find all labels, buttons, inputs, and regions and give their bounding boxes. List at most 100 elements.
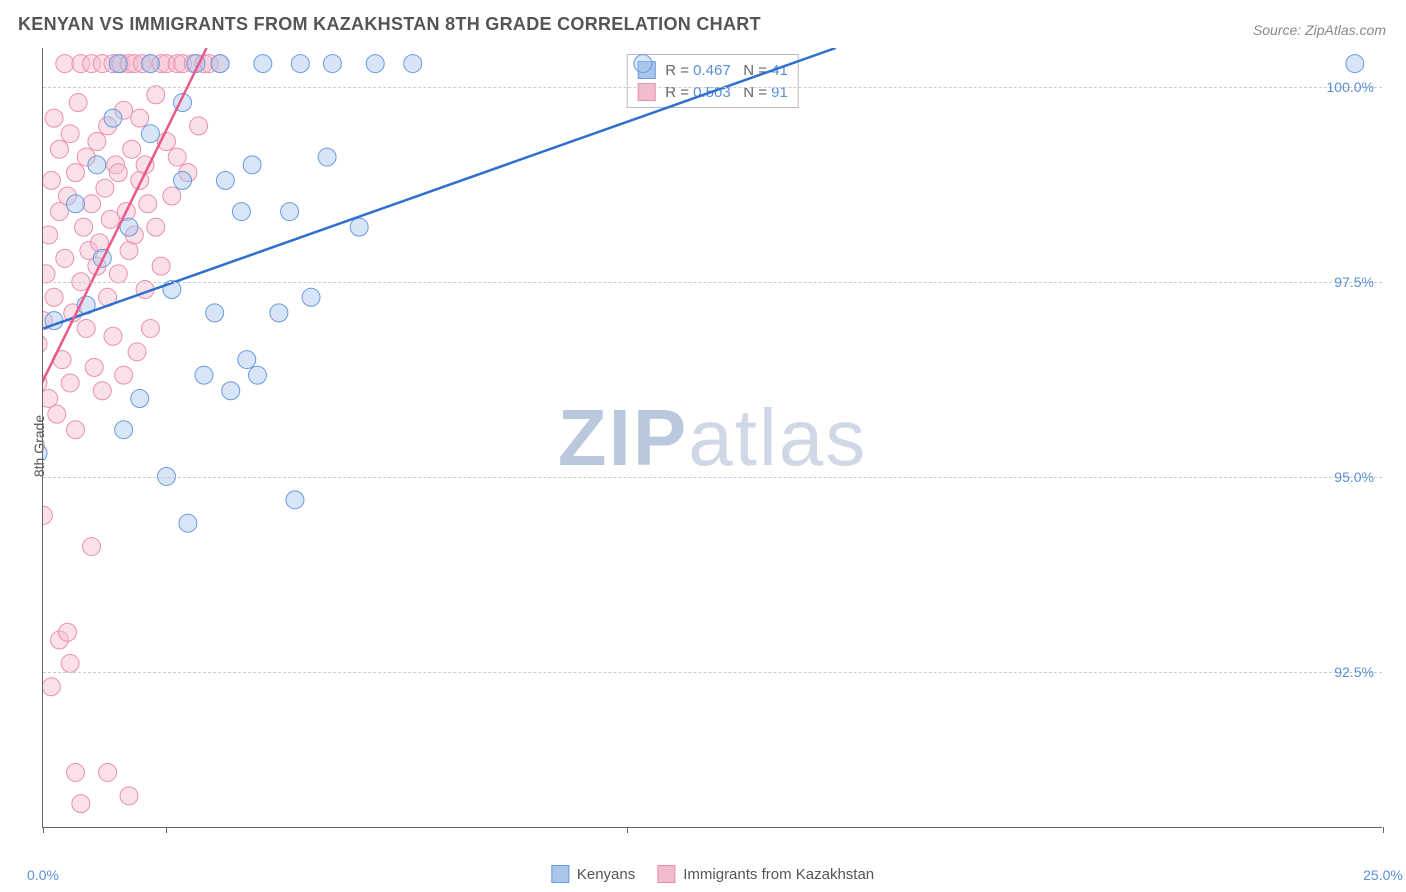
scatter-point — [131, 390, 149, 408]
scatter-point — [77, 319, 95, 337]
scatter-point — [104, 55, 122, 73]
legend-label: Kenyans — [577, 866, 635, 883]
scatter-point — [43, 312, 52, 330]
scatter-point — [163, 187, 181, 205]
scatter-point — [43, 436, 44, 454]
scatter-point — [120, 242, 138, 260]
scatter-point — [1346, 55, 1364, 73]
scatter-point — [291, 55, 309, 73]
scatter-point — [115, 421, 133, 439]
scatter-point — [43, 335, 47, 353]
chart-svg — [43, 48, 1382, 827]
scatter-point — [43, 506, 52, 524]
scatter-point — [101, 210, 119, 228]
scatter-point — [48, 405, 66, 423]
source-name: ZipAtlas.com — [1305, 22, 1386, 38]
scatter-point — [157, 55, 175, 73]
scatter-point — [120, 787, 138, 805]
x-tick — [1383, 827, 1384, 833]
scatter-point — [211, 55, 229, 73]
scatter-point — [163, 281, 181, 299]
scatter-point — [248, 366, 266, 384]
legend-swatch — [551, 865, 569, 883]
scatter-point — [43, 444, 47, 462]
gridline — [43, 282, 1382, 283]
scatter-point — [179, 164, 197, 182]
scatter-point — [53, 351, 71, 369]
scatter-point — [72, 55, 90, 73]
scatter-point — [77, 296, 95, 314]
scatter-point — [64, 304, 82, 322]
scatter-point — [139, 195, 157, 213]
scatter-point — [254, 55, 272, 73]
scatter-point — [50, 631, 68, 649]
scatter-point — [206, 304, 224, 322]
scatter-point — [302, 288, 320, 306]
scatter-point — [85, 358, 103, 376]
scatter-point — [69, 94, 87, 112]
scatter-point — [216, 171, 234, 189]
scatter-point — [125, 55, 143, 73]
regression-line — [43, 48, 207, 391]
plot-area: ZIPatlas R = 0.467 N = 41R = 0.503 N = 9… — [42, 48, 1382, 828]
scatter-point — [120, 218, 138, 236]
scatter-point — [141, 319, 159, 337]
scatter-point — [136, 281, 154, 299]
scatter-point — [45, 288, 63, 306]
scatter-point — [75, 218, 93, 236]
scatter-point — [77, 148, 95, 166]
scatter-point — [152, 257, 170, 275]
scatter-point — [104, 109, 122, 127]
scatter-point — [66, 195, 84, 213]
scatter-point — [50, 140, 68, 158]
chart-container: KENYAN VS IMMIGRANTS FROM KAZAKHSTAN 8TH… — [0, 0, 1406, 892]
scatter-point — [80, 242, 98, 260]
scatter-point — [200, 55, 218, 73]
scatter-point — [125, 226, 143, 244]
legend-swatch — [657, 865, 675, 883]
correlation-legend: R = 0.467 N = 41R = 0.503 N = 91 — [626, 54, 799, 108]
scatter-point — [120, 55, 138, 73]
x-tick-label: 25.0% — [1363, 867, 1403, 883]
scatter-point — [99, 763, 117, 781]
y-tick-label: 100.0% — [1327, 79, 1374, 95]
scatter-point — [88, 156, 106, 174]
scatter-point — [66, 763, 84, 781]
scatter-point — [323, 55, 341, 73]
source-attribution: Source: ZipAtlas.com — [1253, 22, 1386, 38]
scatter-point — [83, 55, 101, 73]
scatter-point — [187, 55, 205, 73]
scatter-point — [123, 140, 141, 158]
scatter-point — [58, 623, 76, 641]
scatter-point — [61, 374, 79, 392]
watermark-light: atlas — [688, 393, 867, 482]
scatter-point — [43, 390, 58, 408]
scatter-point — [318, 148, 336, 166]
scatter-point — [184, 55, 202, 73]
scatter-point — [404, 55, 422, 73]
legend-row: R = 0.467 N = 41 — [637, 59, 788, 81]
x-tick — [627, 827, 628, 833]
source-prefix: Source: — [1253, 22, 1305, 38]
scatter-point — [93, 382, 111, 400]
scatter-point — [104, 327, 122, 345]
scatter-point — [174, 55, 192, 73]
scatter-point — [72, 795, 90, 813]
scatter-point — [238, 351, 256, 369]
y-tick-label: 92.5% — [1334, 664, 1374, 680]
legend-item: Immigrants from Kazakhstan — [657, 865, 874, 883]
scatter-point — [168, 148, 186, 166]
x-tick-label: 0.0% — [27, 867, 59, 883]
scatter-point — [133, 55, 151, 73]
legend-label: Immigrants from Kazakhstan — [683, 866, 874, 883]
chart-title: KENYAN VS IMMIGRANTS FROM KAZAKHSTAN 8TH… — [18, 14, 761, 35]
scatter-point — [88, 132, 106, 150]
scatter-point — [43, 374, 47, 392]
scatter-point — [91, 234, 109, 252]
scatter-point — [66, 421, 84, 439]
scatter-point — [93, 249, 111, 267]
scatter-point — [109, 55, 127, 73]
scatter-point — [174, 171, 192, 189]
scatter-point — [61, 125, 79, 143]
scatter-point — [136, 156, 154, 174]
